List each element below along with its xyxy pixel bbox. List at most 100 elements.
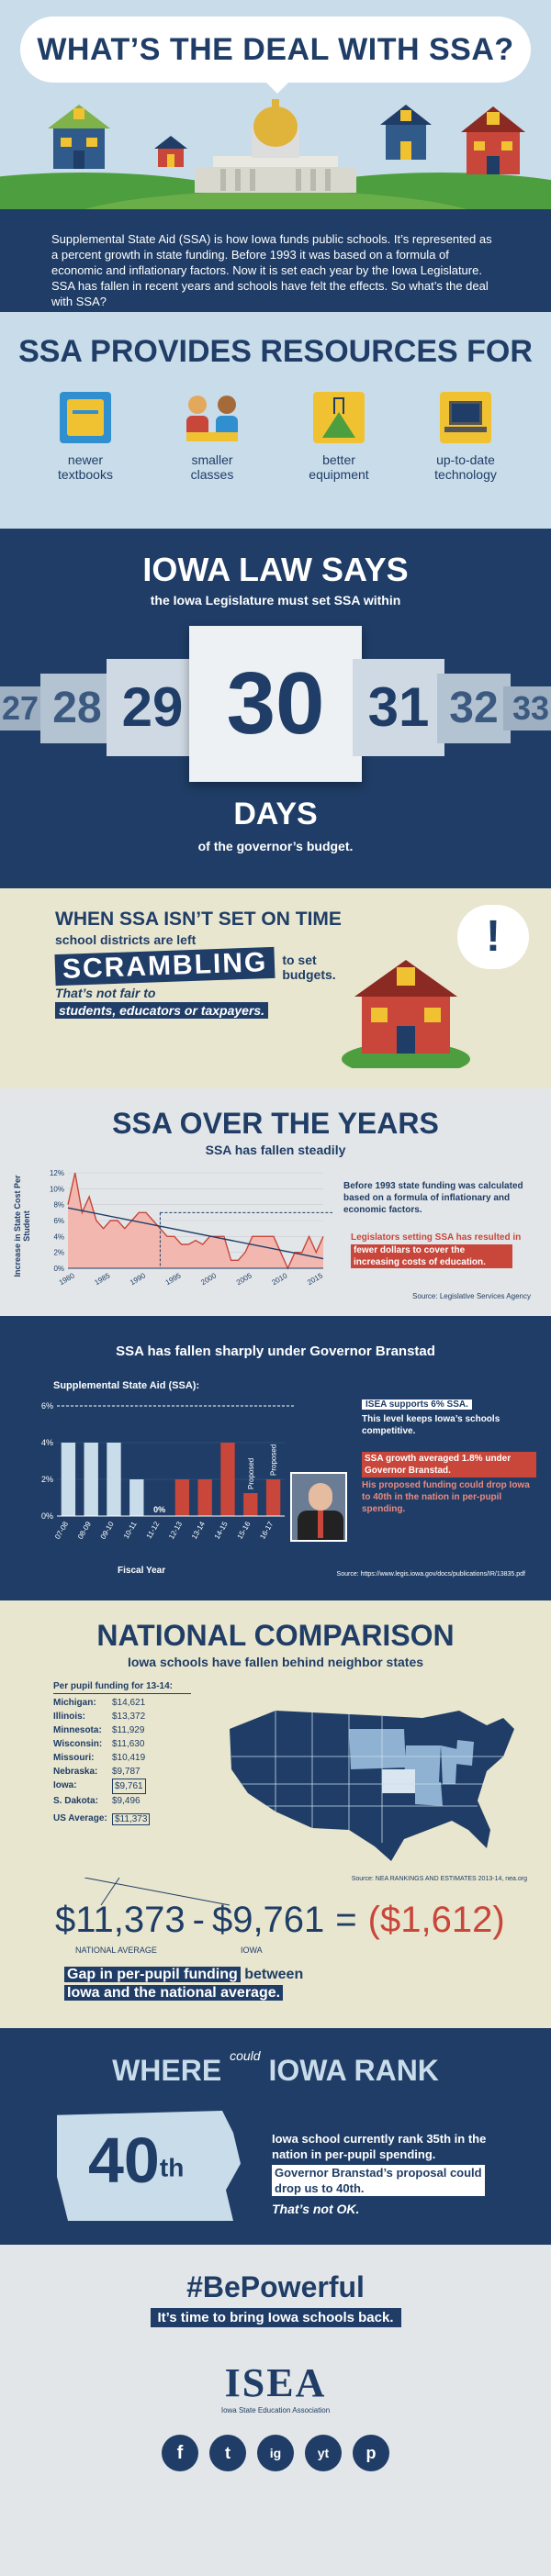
law-section: IOWA LAW SAYS the Iowa Legislature must … — [0, 529, 551, 888]
day-card: 28 — [40, 674, 114, 743]
school-house-icon — [48, 105, 110, 169]
x-tick-label: 2005 — [235, 1271, 253, 1287]
youtube-icon[interactable]: yt — [305, 2435, 342, 2471]
facebook-icon[interactable]: f — [162, 2435, 198, 2471]
y-tick-label: 6% — [53, 1217, 64, 1225]
state-row: Illinois: $13,372 — [53, 1710, 191, 1723]
x-tick-label: 10-11 — [122, 1520, 139, 1540]
law-title: IOWA LAW SAYS — [142, 551, 409, 588]
state-value: $14,621 — [112, 1698, 146, 1708]
rank-text2: Governor Branstad’s proposal could drop … — [272, 2165, 485, 2196]
rank-text3: That’s not OK. — [272, 2202, 360, 2216]
rank-title-rest: IOWA RANK — [268, 2054, 439, 2087]
bar — [129, 1479, 144, 1516]
branstad-section: SSA has fallen sharply under Governor Br… — [0, 1316, 551, 1600]
bar — [197, 1479, 212, 1516]
rank-title: WHERE could IOWA RANK — [0, 2048, 551, 2088]
national-title: NATIONAL COMPARISON — [96, 1619, 455, 1652]
speech-bubble: ! — [457, 905, 529, 969]
resource-label: newer textbooks — [58, 452, 113, 482]
calendar-strip: 27 28 29 30 31 32 33 — [0, 626, 551, 782]
law-footer: of the governor’s budget. — [197, 839, 354, 853]
rank-section: WHERE could IOWA RANK 40th Iowa school c… — [0, 2028, 551, 2245]
day-card: 31 — [353, 659, 444, 756]
y-tick-label: 2% — [41, 1475, 53, 1484]
y-tick-label: 12% — [50, 1169, 64, 1177]
bar — [107, 1443, 121, 1516]
x-tick-label: 2010 — [270, 1271, 288, 1287]
equation-iowa: $9,761 — [211, 1900, 325, 1940]
years-note1: Before 1993 state funding was calculated… — [343, 1181, 523, 1215]
rank-title-could: could — [230, 2048, 261, 2063]
state-name: Nebraska: — [53, 1767, 98, 1777]
branstad-source: Source: https://www.legis.iowa.gov/docs/… — [336, 1571, 525, 1578]
label-national-average: NATIONAL AVERAGE — [75, 1946, 157, 1955]
capitol-building-icon — [195, 99, 356, 193]
y-tick-label: 8% — [53, 1201, 64, 1210]
capitol-landscape-illustration — [0, 99, 551, 209]
bar — [243, 1493, 258, 1516]
state-value: $11,630 — [112, 1739, 145, 1749]
state-row: Michigan: $14,621 — [53, 1696, 191, 1710]
state-value: $11,929 — [112, 1725, 145, 1735]
trend-line — [67, 1207, 324, 1260]
resource-item: smaller classes — [157, 392, 267, 482]
x-tick-label: 09-10 — [99, 1520, 116, 1541]
intro-text: Supplemental State Aid (SSA) is how Iowa… — [51, 232, 492, 308]
class-icon — [186, 392, 238, 443]
scramble-line1: school districts are left — [55, 932, 197, 947]
x-tick-label: 1990 — [129, 1271, 147, 1287]
state-name: S. Dakota: — [53, 1796, 98, 1806]
y-tick-label: 6% — [41, 1401, 53, 1411]
x-tick-label: 12-13 — [167, 1520, 184, 1541]
equation-equals: = — [335, 1900, 357, 1940]
scramble-line2: to set budgets. — [282, 953, 336, 982]
x-tick-label: 1985 — [93, 1271, 111, 1287]
x-tick-label: 14-15 — [213, 1520, 230, 1541]
bar — [84, 1443, 98, 1516]
bar — [61, 1443, 76, 1516]
state-row: Wisconsin: $11,630 — [53, 1737, 191, 1751]
gap-text-b: between — [244, 1967, 304, 1982]
ssa-history-chart: 0% 2% 4% 6% 8% 10% 12% 1980 1985 1990 1995 2000 2005… — [50, 1169, 332, 1287]
proposed-label: Proposed — [247, 1458, 255, 1489]
resources-section: SSA PROVIDES RESOURCES FOR newer textboo… — [0, 312, 551, 529]
branstad-title: SSA has fallen sharply under Governor Br… — [116, 1344, 435, 1359]
law-subtitle: the Iowa Legislature must set SSA within — [150, 593, 401, 608]
area-fill — [68, 1173, 323, 1268]
chart-ylabel: Increase in State Cost Per Student — [13, 1175, 31, 1277]
day-card: 33 — [503, 686, 551, 730]
y-tick-label: 0% — [53, 1265, 64, 1273]
school-house-icon — [461, 106, 525, 174]
x-tick-label: 2015 — [306, 1271, 324, 1287]
state-name: Iowa: — [53, 1780, 77, 1790]
branstad-note1a: ISEA supports 6% SSA. — [362, 1400, 472, 1410]
instagram-icon[interactable]: ig — [257, 2435, 294, 2471]
series-line — [67, 1172, 324, 1270]
bar — [174, 1479, 190, 1516]
y-tick-label: 10% — [50, 1185, 64, 1193]
x-tick-label: 2000 — [199, 1271, 218, 1287]
twitter-icon[interactable]: t — [209, 2435, 246, 2471]
resources-title: SSA PROVIDES RESOURCES FOR — [18, 334, 533, 369]
days-word: DAYS — [233, 797, 318, 831]
header-section: WHAT’S THE DEAL WITH SSA? — [0, 0, 551, 209]
state-value: $9,787 — [112, 1767, 141, 1777]
resource-label: up-to-date technology — [434, 452, 497, 482]
footer-section: #BePowerful It’s time to bring Iowa scho… — [0, 2245, 551, 2576]
day-card: 29 — [107, 659, 198, 756]
years-subtitle: SSA has fallen steadily — [205, 1143, 346, 1157]
state-row: Iowa: $9,761 — [53, 1779, 191, 1794]
iowa-state-shape — [57, 2111, 241, 2221]
tagline: It’s time to bring Iowa schools back. — [150, 2308, 401, 2327]
branstad-note2a: SSA growth averaged 1.8% under Governor … — [362, 1452, 536, 1478]
ssa-branstad-chart: 0% 2% 4% 6% 07-08 08-09 09-10 10-11 0% 11-12 12-13… — [41, 1401, 294, 1541]
isea-logo: ISEA Iowa State Education Association — [220, 2360, 331, 2414]
state-name: Missouri: — [53, 1753, 95, 1763]
pinterest-icon[interactable]: p — [353, 2435, 389, 2471]
y-tick-label: 0% — [41, 1511, 53, 1521]
day-card: 32 — [437, 674, 511, 743]
state-row: Minnesota: $11,929 — [53, 1723, 191, 1737]
state-name: Illinois: — [53, 1712, 85, 1722]
proposed-label: Proposed — [270, 1444, 278, 1476]
